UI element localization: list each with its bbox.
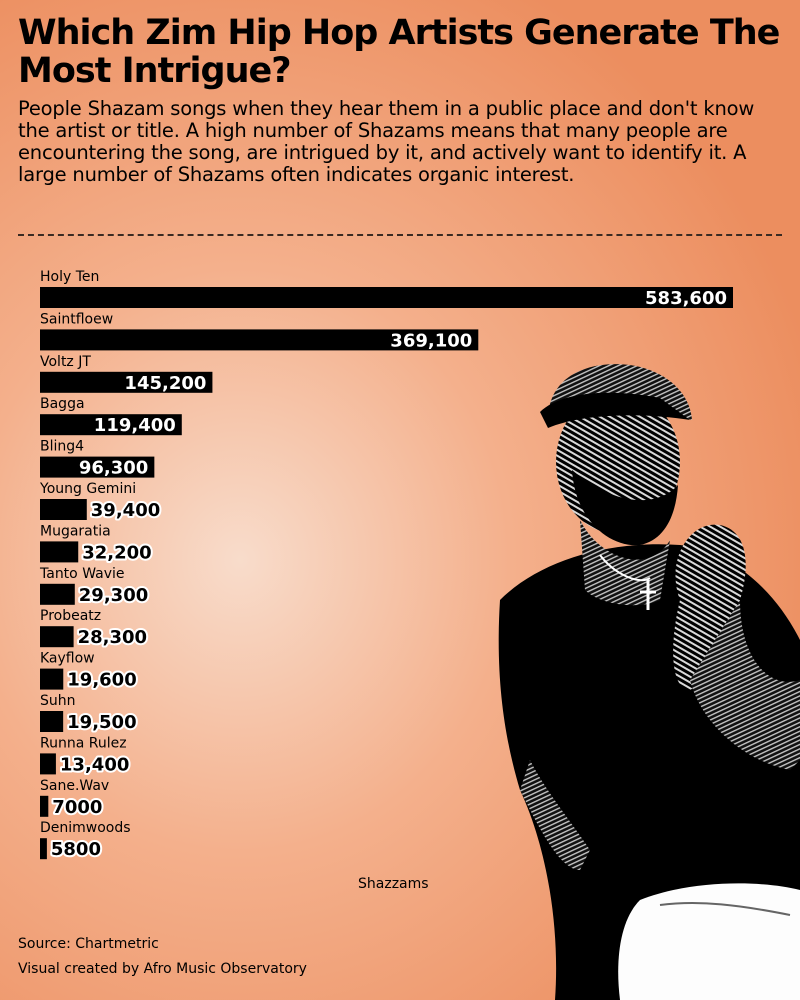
value-label: 119,400 — [94, 415, 176, 436]
bar — [40, 329, 479, 351]
x-axis-label: Shazzams — [358, 876, 429, 892]
category-label: Holy Ten — [40, 269, 99, 285]
category-label: Bagga — [40, 396, 85, 412]
value-label: 369,100 — [390, 330, 472, 351]
category-label: Probeatz — [40, 608, 101, 624]
category-label: Suhn — [40, 693, 76, 709]
bar — [40, 541, 79, 563]
value-label: 96,300 — [79, 458, 148, 479]
category-label: Mugaratia — [40, 523, 111, 539]
category-label: Tanto Wavie — [39, 566, 125, 582]
category-label: Runna Rulez — [40, 735, 127, 751]
bar — [40, 626, 74, 648]
value-label: 28,300 — [78, 627, 147, 648]
bar — [40, 795, 49, 817]
dashed-divider — [18, 234, 782, 236]
value-label: 145,200 — [124, 373, 206, 394]
value-label: 19,600 — [67, 670, 136, 691]
category-label: Voltz JT — [40, 354, 91, 370]
value-label: 32,200 — [82, 542, 151, 563]
value-label: 7000 — [52, 797, 102, 818]
category-label: Sane.Wav — [40, 778, 109, 794]
bar — [40, 456, 155, 478]
value-label: 5800 — [51, 839, 101, 860]
page-title: Which Zim Hip Hop Artists Generate The M… — [18, 13, 780, 91]
source-note: Source: Chartmetric — [18, 936, 159, 952]
category-label: Denimwoods — [40, 820, 131, 836]
value-label: 29,300 — [79, 585, 148, 606]
category-label: Young Gemini — [39, 481, 136, 497]
bar — [40, 668, 64, 690]
bar — [40, 414, 182, 436]
bar — [40, 753, 56, 775]
value-label: 39,400 — [91, 500, 160, 521]
bar — [40, 371, 213, 393]
value-label: 19,500 — [67, 712, 136, 733]
page-subtitle: People Shazam songs when they hear them … — [18, 97, 755, 186]
bar — [40, 583, 75, 605]
category-label: Kayflow — [40, 651, 95, 667]
bar — [40, 838, 47, 860]
bar — [40, 287, 733, 308]
credit-note: Visual created by Afro Music Observatory — [18, 961, 307, 977]
category-label: Bling4 — [40, 439, 84, 455]
value-label: 13,400 — [60, 754, 129, 775]
value-label: 583,600 — [645, 288, 727, 309]
category-label: Saintfloew — [40, 311, 113, 327]
bar — [40, 499, 87, 520]
bar — [40, 711, 64, 732]
